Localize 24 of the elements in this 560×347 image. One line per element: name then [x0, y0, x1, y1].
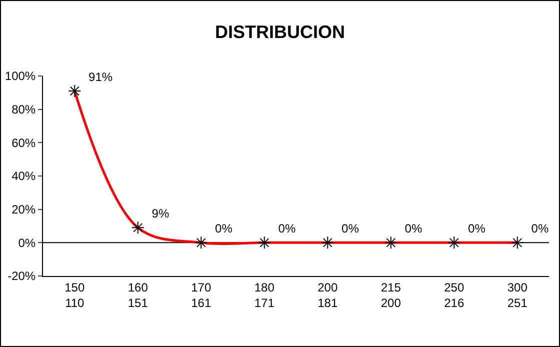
data-label: 0% [272, 221, 296, 236]
x-tick-label: 160 151 [128, 280, 148, 310]
data-label: 0% [398, 221, 422, 236]
y-tick-label: 0% [18, 236, 36, 250]
y-tick-label: 80% [12, 102, 36, 117]
chart-title: DISTRIBUCION [215, 22, 345, 42]
y-tick-label: 100% [4, 69, 36, 84]
data-label: 0% [334, 221, 360, 236]
x-tick-label: 200 181 [318, 280, 338, 310]
x-tick-label: 300 251 [507, 280, 528, 310]
y-tick-label: 60% [12, 136, 36, 150]
y-tick-label: 40% [12, 169, 36, 184]
x-tick-label: 250 216 [444, 280, 464, 310]
x-tick-label: 180 171 [254, 280, 275, 310]
data-label: 0% [524, 221, 549, 236]
data-label: 91% [82, 70, 113, 84]
y-tick-label: -20% [8, 269, 36, 284]
x-tick-label: 215 200 [380, 280, 402, 310]
x-tick-label: 150 110 [64, 280, 85, 310]
x-tick-label: 170 161 [191, 280, 212, 310]
y-tick-label: 20% [12, 202, 36, 217]
data-label: 9% [145, 206, 170, 220]
data-label: 0% [461, 221, 486, 236]
data-label: 0% [208, 221, 233, 236]
